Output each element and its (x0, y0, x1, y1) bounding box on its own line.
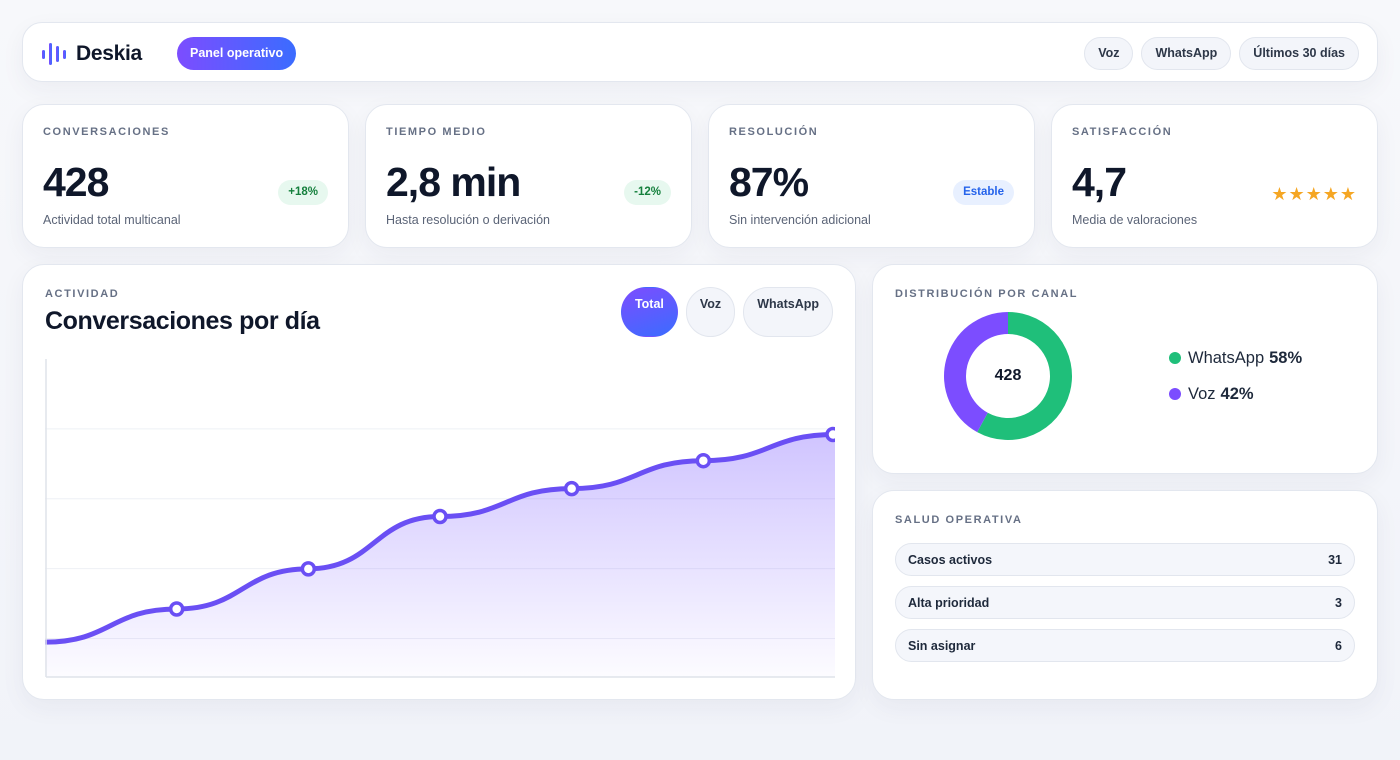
donut-slice-whatsapp[interactable] (977, 312, 1072, 440)
donut-legend: WhatsApp 58% Voz 42% (1169, 347, 1302, 419)
chart-area-fill (45, 434, 835, 677)
top-bar: Deskia Panel operativo Voz WhatsApp Últi… (22, 22, 1378, 82)
kpi-caption: Actividad total multicanal (43, 213, 181, 227)
tab-total[interactable]: Total (620, 287, 678, 337)
filter-whatsapp[interactable]: WhatsApp (1141, 37, 1232, 70)
chart-data-point[interactable] (300, 561, 317, 577)
legend-item-whatsapp[interactable]: WhatsApp 58% (1169, 347, 1302, 369)
kpi-caption: Hasta resolución o derivación (386, 213, 550, 227)
chart-data-point[interactable] (432, 508, 448, 525)
chart-data-point[interactable] (563, 480, 580, 497)
kpi-caption: Media de valoraciones (1072, 213, 1198, 227)
kpi-card-satisfaccion: SATISFACCIÓN 4,7 Media de valoraciones ★… (1051, 104, 1378, 248)
legend-label: WhatsApp (1188, 348, 1265, 367)
health-row-sin-asignar[interactable]: Sin asignar 6 (895, 629, 1355, 662)
health-row-label: Casos activos (908, 552, 993, 567)
donut-center-total: 428 (994, 367, 1022, 384)
legend-value: 42% (1220, 384, 1254, 403)
health-row-value: 3 (1335, 595, 1342, 610)
chart-data-point[interactable] (168, 601, 185, 617)
trend-badge: +18% (278, 180, 328, 205)
kpi-card-resolucion: RESOLUCIÓN 87% Sin intervención adiciona… (708, 104, 1035, 248)
filter-date-range[interactable]: Últimos 30 días (1239, 37, 1359, 70)
kpi-card-conversaciones: CONVERSACIONES 428 Actividad total multi… (22, 104, 349, 248)
kpi-label: CONVERSACIONES (43, 126, 170, 138)
kpi-value: 2,8 min (386, 159, 521, 205)
kpi-value: 87% (729, 159, 809, 205)
filter-group: Voz WhatsApp Últimos 30 días (1084, 37, 1359, 70)
kpi-card-tiempo-medio: TIEMPO MEDIO 2,8 min Hasta resolución o … (365, 104, 692, 248)
health-row-label: Alta prioridad (908, 595, 990, 610)
tab-voz[interactable]: Voz (685, 287, 736, 337)
health-row-value: 6 (1335, 638, 1342, 653)
legend-item-voz[interactable]: Voz 42% (1169, 383, 1302, 405)
channel-donut-chart (944, 312, 1072, 440)
health-row-label: Sin asignar (908, 638, 976, 653)
waveform-logo-icon (42, 43, 66, 65)
legend-dot-icon (1169, 388, 1181, 400)
kpi-label: TIEMPO MEDIO (386, 126, 487, 138)
legend-dot-icon (1169, 352, 1181, 364)
section-label: SALUD OPERATIVA (895, 514, 1023, 526)
health-row-alta-prioridad[interactable]: Alta prioridad 3 (895, 586, 1355, 619)
kpi-label: SATISFACCIÓN (1072, 126, 1173, 138)
activity-card: ACTIVIDAD Conversaciones por día Total V… (22, 264, 856, 700)
channel-distribution-card: DISTRIBUCIÓN POR CANAL 428 WhatsApp 58% … (872, 264, 1378, 474)
health-row-casos-activos[interactable]: Casos activos 31 (895, 543, 1355, 576)
series-tabs: Total Voz WhatsApp (620, 287, 833, 337)
section-label: ACTIVIDAD (45, 288, 120, 300)
donut-slice-voz[interactable] (944, 312, 1008, 433)
legend-label: Voz (1188, 384, 1216, 403)
tab-whatsapp[interactable]: WhatsApp (743, 287, 833, 337)
mode-badge[interactable]: Panel operativo (177, 37, 297, 70)
filter-voz[interactable]: Voz (1084, 37, 1134, 70)
star-rating-icon: ★★★★★ (1271, 184, 1357, 204)
kpi-value: 428 (43, 159, 109, 205)
kpi-value: 4,7 (1072, 159, 1127, 205)
section-label: DISTRIBUCIÓN POR CANAL (895, 288, 1079, 300)
legend-value: 58% (1269, 348, 1303, 367)
chart-data-point[interactable] (695, 452, 712, 469)
kpi-caption: Sin intervención adicional (729, 213, 871, 227)
trend-badge: -12% (624, 180, 671, 205)
health-row-value: 31 (1328, 552, 1342, 567)
chart-data-point[interactable] (825, 426, 835, 443)
operational-health-card: SALUD OPERATIVA Casos activos 31 Alta pr… (872, 490, 1378, 700)
brand[interactable]: Deskia (41, 41, 142, 67)
status-badge: Estable (953, 180, 1014, 205)
conversations-area-chart (45, 359, 835, 678)
chart-title: Conversaciones por día (45, 307, 320, 335)
kpi-label: RESOLUCIÓN (729, 126, 819, 138)
health-list: Casos activos 31 Alta prioridad 3 Sin as… (895, 543, 1355, 672)
brand-name: Deskia (76, 42, 142, 65)
